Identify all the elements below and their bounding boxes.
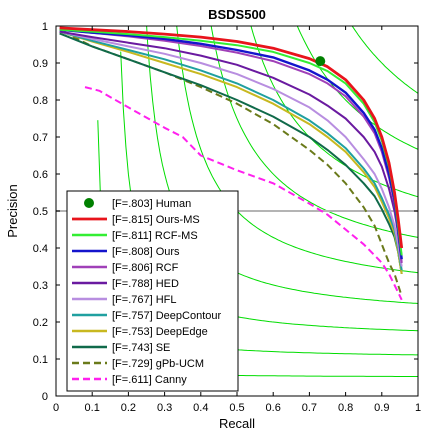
- pr-curves: [59, 26, 404, 301]
- y-tick-label: 0.8: [33, 95, 48, 107]
- legend-label: [F=.767] HFL: [112, 294, 177, 306]
- y-tick-label: 0: [42, 391, 48, 403]
- x-tick-label: 0.3: [157, 402, 172, 414]
- human-point: [315, 56, 326, 67]
- legend-label: [F=.753] DeepEdge: [112, 326, 208, 338]
- legend-label: [F=.757] DeepContour: [112, 310, 221, 322]
- legend-label: [F=.803] Human: [112, 198, 191, 210]
- y-tick-label: 0.5: [33, 206, 48, 218]
- legend-label: [F=.743] SE: [112, 342, 170, 354]
- series-line: [59, 30, 403, 271]
- iso-f-contour: [210, 26, 418, 238]
- x-tick-label: 0.5: [229, 402, 244, 414]
- x-tick-label: 0.4: [193, 402, 208, 414]
- series-line: [84, 86, 403, 301]
- legend-label: [F=.808] Ours: [112, 246, 180, 258]
- x-tick-label: 0.9: [374, 402, 389, 414]
- y-axis-label: Precision: [5, 184, 20, 237]
- human-marker-group: [315, 56, 326, 67]
- x-tick-label: 1: [415, 402, 421, 414]
- series-line: [59, 30, 403, 275]
- chart-title: BSDS500: [208, 7, 266, 22]
- y-axis-ticks: 0 0.1 0.2 0.3 0.4 0.5 0.6 0.7 0.8 0.9 1: [33, 21, 418, 403]
- iso-f-contour: [296, 26, 418, 150]
- x-tick-label: 0.2: [121, 402, 136, 414]
- legend-box: [66, 190, 239, 392]
- y-tick-label: 0.4: [33, 243, 48, 255]
- iso-f-contour: [351, 26, 418, 94]
- series-line: [59, 30, 403, 263]
- series-line: [59, 28, 403, 260]
- x-tick-label: 0.1: [85, 402, 100, 414]
- y-tick-label: 0.6: [33, 169, 48, 181]
- legend-label: [F=.611] Canny: [112, 374, 187, 386]
- legend-label: [F=.729] gPb-UCM: [112, 358, 204, 370]
- y-tick-label: 1: [42, 21, 48, 33]
- legend-label: [F=.815] Ours-MS: [112, 214, 200, 226]
- legend-label: [F=.806] RCF: [112, 262, 179, 274]
- x-axis-ticks: 0 0.1 0.2 0.3 0.4 0.5 0.6 0.7 0.8 0.9 1: [53, 26, 421, 414]
- series-line: [59, 26, 404, 249]
- x-tick-label: 0: [53, 402, 59, 414]
- y-tick-label: 0.7: [33, 132, 48, 144]
- legend: [F=.803] Human [F=.815] Ours-MS [F=.811] R…: [66, 190, 239, 392]
- series-line: [59, 32, 403, 275]
- legend-label: [F=.811] RCF-MS: [112, 230, 198, 242]
- x-axis-label: Recall: [219, 416, 255, 431]
- series-line: [62, 30, 403, 297]
- legend-marker: [84, 198, 94, 208]
- x-tick-label: 0.7: [302, 402, 317, 414]
- y-tick-label: 0.3: [33, 280, 48, 292]
- y-tick-label: 0.9: [33, 58, 48, 70]
- series-line: [59, 30, 403, 267]
- x-tick-label: 0.8: [338, 402, 353, 414]
- y-tick-label: 0.2: [33, 317, 48, 329]
- iso-f-contour: [176, 26, 418, 274]
- x-tick-label: 0.6: [266, 402, 281, 414]
- y-tick-label: 0.1: [33, 354, 48, 366]
- legend-label: [F=.788] HED: [112, 278, 179, 290]
